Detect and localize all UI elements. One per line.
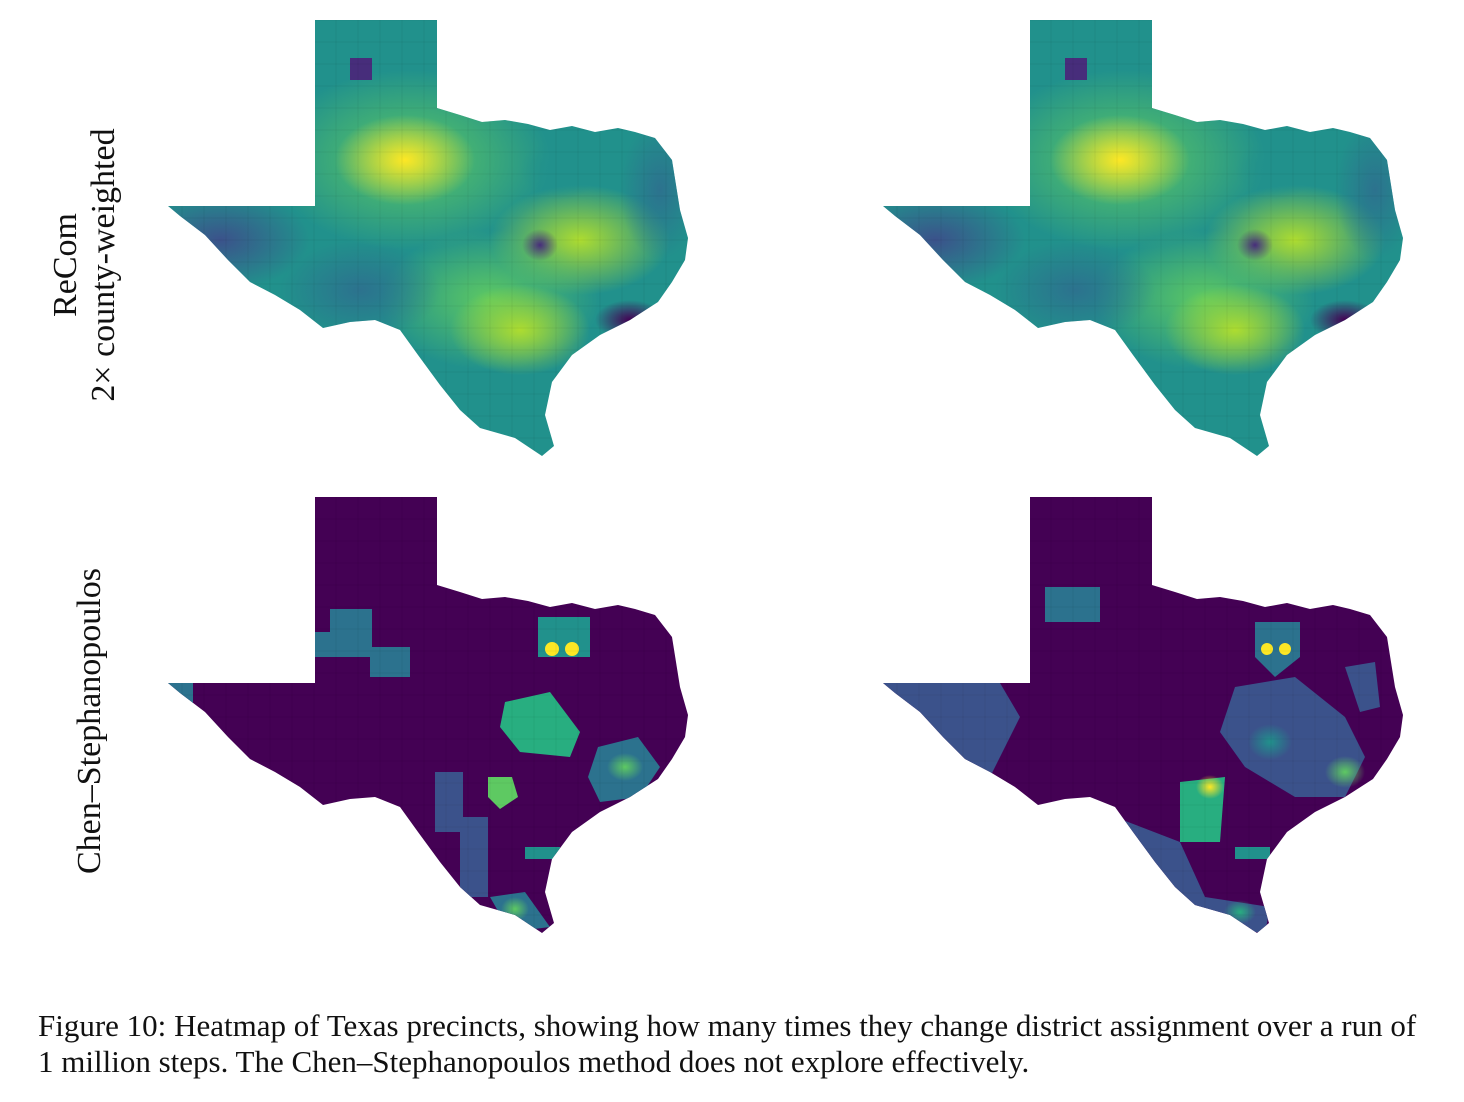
row-label-recom-line2: 2× county-weighted (85, 128, 122, 402)
row-label-recom: ReCom 2× county-weighted (47, 105, 123, 425)
bl-region (525, 847, 560, 859)
tl-region (450, 285, 590, 375)
texas-heatmap-cs-right (883, 497, 1403, 933)
row-label-recom-line1: ReCom (47, 213, 84, 317)
figure-caption-text: Heatmap of Texas precincts, showing how … (38, 1008, 1417, 1079)
bl-region (565, 642, 579, 656)
row-label-cs-line1: Chen–Stephanopoulos (71, 568, 108, 874)
br-region (883, 683, 1020, 797)
br-region (1248, 724, 1292, 760)
tr-region (1235, 140, 1315, 200)
texas-heatmap-cs-left (168, 497, 688, 933)
tl-region (350, 58, 372, 80)
bl-region (501, 897, 529, 921)
bl-region (545, 642, 559, 656)
bl-region (315, 609, 410, 677)
texas-heatmap-recom-right (883, 20, 1403, 456)
tl-region (280, 240, 440, 340)
tr-region (1165, 285, 1305, 375)
bl-region (607, 753, 643, 781)
br-region (1279, 643, 1291, 655)
br-region (1224, 900, 1256, 924)
bl-region (460, 817, 488, 897)
figure-caption: Figure 10: Heatmap of Texas precincts, s… (38, 1008, 1438, 1080)
tl-region (520, 140, 600, 200)
bl-region (500, 692, 580, 757)
tr-region (1335, 120, 1403, 260)
br-region (1261, 643, 1273, 655)
br-region (1235, 847, 1270, 859)
tr-region (1050, 115, 1190, 205)
br-region (1255, 622, 1300, 677)
tr-region (1237, 229, 1273, 261)
tl-region (335, 115, 475, 205)
br-region (1345, 662, 1380, 712)
tr-region (995, 240, 1155, 340)
br-region (1325, 756, 1365, 788)
bl-region (488, 777, 518, 809)
row-label-chen-stephanopoulos: Chen–Stephanopoulos (71, 521, 109, 921)
bl-region (168, 683, 193, 705)
br-region (1045, 587, 1100, 622)
texas-heatmap-recom-left (168, 20, 688, 456)
tr-region (1065, 58, 1087, 80)
figure-caption-label: Figure 10: (38, 1008, 167, 1043)
tl-region (522, 229, 558, 261)
br-region (1196, 775, 1224, 799)
tl-region (620, 120, 688, 260)
bl-region (435, 772, 463, 832)
